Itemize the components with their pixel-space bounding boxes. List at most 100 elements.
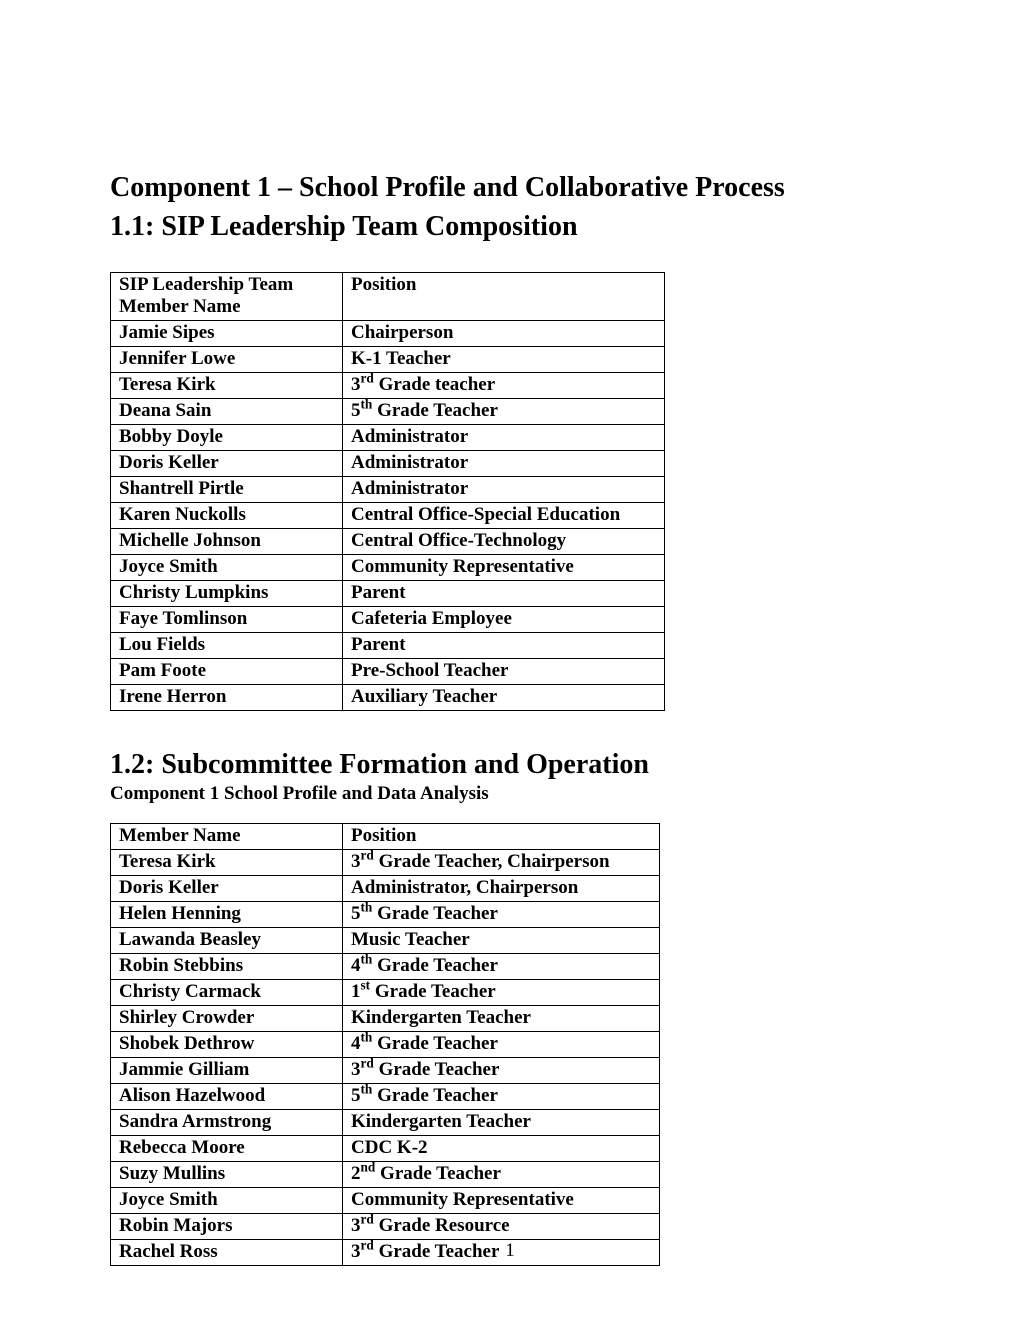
table-row: Robin Stebbins4th Grade Teacher bbox=[111, 954, 660, 980]
position-cell: Cafeteria Employee bbox=[343, 607, 665, 633]
member-name-cell: Alison Hazelwood bbox=[111, 1084, 343, 1110]
table-row: Shantrell PirtleAdministrator bbox=[111, 477, 665, 503]
member-name-cell: Joyce Smith bbox=[111, 1188, 343, 1214]
table-row: Jamie SipesChairperson bbox=[111, 321, 665, 347]
document-page: Component 1 – School Profile and Collabo… bbox=[0, 0, 1020, 1320]
position-cell: Central Office-Technology bbox=[343, 529, 665, 555]
member-name-cell: Teresa Kirk bbox=[111, 850, 343, 876]
position-cell: Administrator bbox=[343, 451, 665, 477]
position-cell: Community Representative bbox=[343, 1188, 660, 1214]
table-row: Lou FieldsParent bbox=[111, 633, 665, 659]
position-cell: Administrator bbox=[343, 477, 665, 503]
member-name-cell: Joyce Smith bbox=[111, 555, 343, 581]
position-cell: Parent bbox=[343, 581, 665, 607]
position-cell: 3rd Grade Resource bbox=[343, 1214, 660, 1240]
table-row: Christy LumpkinsParent bbox=[111, 581, 665, 607]
table-row: Alison Hazelwood5th Grade Teacher bbox=[111, 1084, 660, 1110]
subcommittee-table: Member Name Position Teresa Kirk3rd Grad… bbox=[110, 823, 660, 1266]
table-row: Shobek Dethrow4th Grade Teacher bbox=[111, 1032, 660, 1058]
position-cell: Pre-School Teacher bbox=[343, 659, 665, 685]
member-name-cell: Rebecca Moore bbox=[111, 1136, 343, 1162]
leadership-team-table: SIP Leadership Team Member Name Position… bbox=[110, 272, 665, 711]
member-name-cell: Irene Herron bbox=[111, 685, 343, 711]
page-title-line2: 1.1: SIP Leadership Team Composition bbox=[110, 209, 910, 244]
page-number: 1 bbox=[0, 1240, 1020, 1262]
table-row: Shirley CrowderKindergarten Teacher bbox=[111, 1006, 660, 1032]
member-name-cell: Sandra Armstrong bbox=[111, 1110, 343, 1136]
table-row: Joyce SmithCommunity Representative bbox=[111, 1188, 660, 1214]
position-cell: K-1 Teacher bbox=[343, 347, 665, 373]
member-name-cell: Suzy Mullins bbox=[111, 1162, 343, 1188]
member-name-cell: Teresa Kirk bbox=[111, 373, 343, 399]
member-name-cell: Robin Stebbins bbox=[111, 954, 343, 980]
position-cell: Chairperson bbox=[343, 321, 665, 347]
position-cell: 5th Grade Teacher bbox=[343, 902, 660, 928]
table-row: Jammie Gilliam3rd Grade Teacher bbox=[111, 1058, 660, 1084]
member-name-cell: Jennifer Lowe bbox=[111, 347, 343, 373]
member-name-cell: Lou Fields bbox=[111, 633, 343, 659]
position-cell: Community Representative bbox=[343, 555, 665, 581]
table-row: Pam FootePre-School Teacher bbox=[111, 659, 665, 685]
table-row: Teresa Kirk3rd Grade Teacher, Chairperso… bbox=[111, 850, 660, 876]
position-cell: 2nd Grade Teacher bbox=[343, 1162, 660, 1188]
table-row: Helen Henning5th Grade Teacher bbox=[111, 902, 660, 928]
position-cell: 4th Grade Teacher bbox=[343, 954, 660, 980]
member-name-cell: Jammie Gilliam bbox=[111, 1058, 343, 1084]
member-name-cell: Deana Sain bbox=[111, 399, 343, 425]
position-cell: 1st Grade Teacher bbox=[343, 980, 660, 1006]
member-name-cell: Shirley Crowder bbox=[111, 1006, 343, 1032]
table-row: Sandra ArmstrongKindergarten Teacher bbox=[111, 1110, 660, 1136]
table-row: Irene HerronAuxiliary Teacher bbox=[111, 685, 665, 711]
member-name-cell: Doris Keller bbox=[111, 451, 343, 477]
table-row: Suzy Mullins2nd Grade Teacher bbox=[111, 1162, 660, 1188]
position-cell: Central Office-Special Education bbox=[343, 503, 665, 529]
page-title-line1: Component 1 – School Profile and Collabo… bbox=[110, 170, 910, 205]
position-cell: Music Teacher bbox=[343, 928, 660, 954]
position-cell: Parent bbox=[343, 633, 665, 659]
table-row: Michelle JohnsonCentral Office-Technolog… bbox=[111, 529, 665, 555]
member-name-cell: Shobek Dethrow bbox=[111, 1032, 343, 1058]
position-cell: 5th Grade Teacher bbox=[343, 399, 665, 425]
member-name-cell: Bobby Doyle bbox=[111, 425, 343, 451]
position-cell: Kindergarten Teacher bbox=[343, 1110, 660, 1136]
table-row: Joyce SmithCommunity Representative bbox=[111, 555, 665, 581]
position-cell: Kindergarten Teacher bbox=[343, 1006, 660, 1032]
member-name-cell: Robin Majors bbox=[111, 1214, 343, 1240]
table2-header-name: Member Name bbox=[111, 824, 343, 850]
table1-header-position: Position bbox=[343, 273, 665, 321]
table-row: Karen NuckollsCentral Office-Special Edu… bbox=[111, 503, 665, 529]
member-name-cell: Pam Foote bbox=[111, 659, 343, 685]
position-cell: Administrator bbox=[343, 425, 665, 451]
table-row: Deana Sain5th Grade Teacher bbox=[111, 399, 665, 425]
table-row: Bobby DoyleAdministrator bbox=[111, 425, 665, 451]
position-cell: 3rd Grade Teacher, Chairperson bbox=[343, 850, 660, 876]
table-row: Lawanda BeasleyMusic Teacher bbox=[111, 928, 660, 954]
member-name-cell: Christy Lumpkins bbox=[111, 581, 343, 607]
table-row: Jennifer LoweK-1 Teacher bbox=[111, 347, 665, 373]
member-name-cell: Shantrell Pirtle bbox=[111, 477, 343, 503]
member-name-cell: Doris Keller bbox=[111, 876, 343, 902]
table-row: Christy Carmack1st Grade Teacher bbox=[111, 980, 660, 1006]
table-row: Teresa Kirk3rd Grade teacher bbox=[111, 373, 665, 399]
table1-header-name: SIP Leadership Team Member Name bbox=[111, 273, 343, 321]
position-cell: CDC K-2 bbox=[343, 1136, 660, 1162]
position-cell: Administrator, Chairperson bbox=[343, 876, 660, 902]
position-cell: 3rd Grade teacher bbox=[343, 373, 665, 399]
position-cell: 4th Grade Teacher bbox=[343, 1032, 660, 1058]
position-cell: 5th Grade Teacher bbox=[343, 1084, 660, 1110]
table2-header-position: Position bbox=[343, 824, 660, 850]
section-1-2-title: 1.2: Subcommittee Formation and Operatio… bbox=[110, 749, 910, 781]
member-name-cell: Helen Henning bbox=[111, 902, 343, 928]
section-1-2-subtitle: Component 1 School Profile and Data Anal… bbox=[110, 783, 910, 805]
position-cell: 3rd Grade Teacher bbox=[343, 1058, 660, 1084]
table-row: Robin Majors3rd Grade Resource bbox=[111, 1214, 660, 1240]
table-row: Doris KellerAdministrator, Chairperson bbox=[111, 876, 660, 902]
member-name-cell: Karen Nuckolls bbox=[111, 503, 343, 529]
table-row: Doris KellerAdministrator bbox=[111, 451, 665, 477]
member-name-cell: Michelle Johnson bbox=[111, 529, 343, 555]
member-name-cell: Lawanda Beasley bbox=[111, 928, 343, 954]
position-cell: Auxiliary Teacher bbox=[343, 685, 665, 711]
member-name-cell: Jamie Sipes bbox=[111, 321, 343, 347]
table-row: Faye TomlinsonCafeteria Employee bbox=[111, 607, 665, 633]
member-name-cell: Faye Tomlinson bbox=[111, 607, 343, 633]
